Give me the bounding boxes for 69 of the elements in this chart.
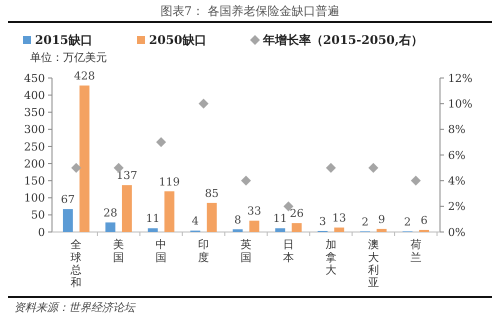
chart-subtitle: 单位：万亿美元 bbox=[30, 51, 107, 64]
y2-tick-label: 0% bbox=[448, 226, 466, 239]
y-tick-label: 150 bbox=[24, 174, 45, 188]
data-label: 2 bbox=[362, 215, 369, 228]
data-label: 28 bbox=[103, 206, 118, 220]
y2-tick-label: 10% bbox=[448, 98, 472, 111]
y2-tick-label: 8% bbox=[448, 123, 466, 136]
data-label: 26 bbox=[290, 207, 304, 220]
bar bbox=[334, 228, 344, 232]
x-tick-label: 日本 bbox=[282, 238, 294, 264]
bar bbox=[148, 228, 158, 232]
point bbox=[71, 162, 82, 173]
point bbox=[198, 98, 209, 109]
bar bbox=[376, 228, 387, 232]
bar bbox=[164, 191, 174, 232]
y-tick-label: 450 bbox=[24, 72, 45, 85]
y-tick-label: 200 bbox=[24, 157, 45, 170]
data-label: 2 bbox=[404, 215, 412, 228]
point bbox=[241, 176, 251, 186]
data-label: 67 bbox=[60, 193, 75, 206]
data-label: 8 bbox=[234, 213, 242, 226]
data-label: 11 bbox=[146, 212, 160, 226]
point bbox=[368, 162, 378, 173]
text: 资料来源：世界经济论坛 bbox=[14, 301, 136, 314]
data-label: 3 bbox=[319, 214, 326, 228]
bar bbox=[62, 209, 73, 232]
bar bbox=[249, 220, 260, 232]
x-tick-label: 澳大利亚 bbox=[368, 238, 379, 290]
x-tick-label: 中国 bbox=[156, 238, 167, 264]
point bbox=[410, 176, 421, 186]
point bbox=[326, 162, 336, 173]
x-tick-label: 美国 bbox=[113, 238, 124, 264]
bar bbox=[122, 185, 132, 232]
data-label: 6 bbox=[420, 214, 428, 227]
y2-tick-label: 12% bbox=[448, 72, 472, 85]
x-tick-label: 加拿大 bbox=[325, 238, 336, 276]
x-tick-label: 全球总和 bbox=[70, 238, 82, 290]
data-label: 85 bbox=[204, 186, 219, 200]
legend-label: 2015缺口 bbox=[35, 33, 92, 48]
x-tick-label: 英国 bbox=[240, 238, 252, 264]
y2-tick-label: 2% bbox=[448, 200, 466, 214]
data-label: 428 bbox=[74, 70, 95, 83]
data-label: 33 bbox=[247, 204, 262, 218]
y-tick-label: 0 bbox=[38, 226, 45, 239]
y2-tick-label: 6% bbox=[448, 148, 466, 162]
bar bbox=[105, 222, 116, 232]
data-label: 11 bbox=[273, 212, 288, 226]
data-label: 119 bbox=[158, 175, 180, 188]
data-label: 13 bbox=[332, 212, 346, 225]
bar bbox=[80, 86, 90, 232]
bar bbox=[292, 223, 302, 232]
x-tick-label: 荷兰 bbox=[410, 238, 422, 264]
y-tick-label: 350 bbox=[24, 106, 45, 120]
legend-label: 2050缺口 bbox=[149, 33, 206, 48]
y-tick-label: 250 bbox=[24, 140, 45, 154]
y-tick-label: 100 bbox=[24, 192, 45, 205]
bar bbox=[275, 228, 286, 232]
y-tick-label: 50 bbox=[31, 208, 45, 222]
data-label: 4 bbox=[192, 214, 199, 228]
legend-label: 年增长率（2015-2050,右） bbox=[262, 33, 423, 48]
y2-tick-label: 4% bbox=[448, 174, 466, 188]
chart-title: 图表7： 各国养老保险金缺口普遍 bbox=[160, 4, 340, 18]
point bbox=[156, 137, 166, 148]
x-tick-label: 印度 bbox=[198, 238, 210, 264]
data-label: 137 bbox=[116, 169, 138, 182]
y-tick-label: 300 bbox=[24, 123, 45, 136]
y-tick-label: 400 bbox=[24, 88, 45, 102]
bar bbox=[206, 202, 217, 232]
data-label: 9 bbox=[378, 212, 386, 226]
